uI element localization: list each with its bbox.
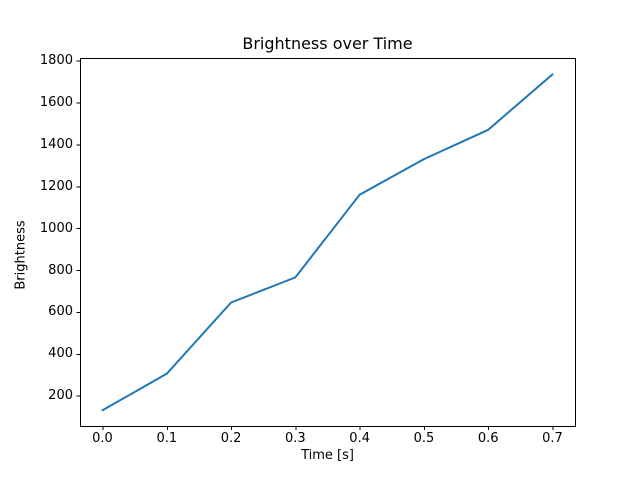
y-tick-label: 200 [48,388,73,404]
x-tick-label: 0.2 [220,431,242,446]
y-tick-label: 800 [48,262,73,278]
x-tick-label: 0.3 [285,431,306,446]
x-tick-label: 0.5 [413,431,435,446]
y-axis-label: Brightness [13,220,29,290]
y-tick-label: 400 [48,346,73,362]
brightness-line [101,73,554,412]
y-tick-label: 1000 [39,220,73,236]
x-tick-label: 0.0 [92,431,113,446]
x-tick-label: 0.1 [156,431,178,446]
y-tick-label: 1600 [39,95,73,111]
x-tick-label: 0.4 [349,431,370,446]
y-tick-label: 1800 [39,53,73,69]
x-tick-label: 0.6 [477,431,499,446]
y-tick-label: 600 [48,304,73,320]
y-tick-label: 1400 [39,136,73,152]
x-axis-label: Time [s] [301,448,354,463]
y-tick-label: 1200 [39,178,73,194]
chart-title: Brightness over Time [242,34,413,53]
x-tick-label: 0.7 [542,431,563,446]
plot-spine [80,58,576,427]
